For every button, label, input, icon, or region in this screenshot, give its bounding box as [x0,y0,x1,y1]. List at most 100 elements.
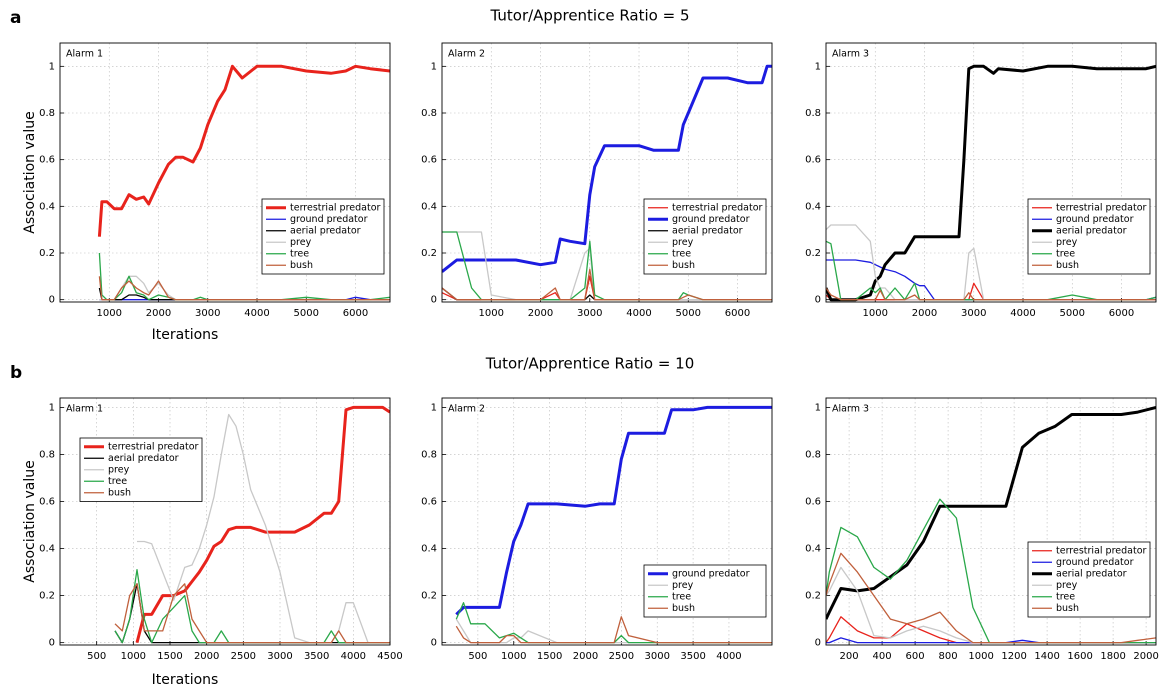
x-tick-label: 1200 [1001,651,1026,662]
y-tick-label: 0.4 [39,201,55,212]
x-tick-label: 4000 [341,651,366,662]
legend-label: bush [1056,260,1079,271]
y-tick-label: 1 [431,61,437,72]
x-tick-label: 3000 [577,308,602,319]
x-tick-label: 2000 [573,651,598,662]
x-tick-label: 4000 [244,308,269,319]
y-tick-label: 0.4 [421,544,437,555]
series-line [135,405,390,643]
x-tick-label: 6000 [1109,308,1134,319]
x-tick-label: 800 [939,651,958,662]
legend-label: prey [1056,237,1078,248]
panel-title: Alarm 3 [832,404,869,415]
legend-label: prey [290,237,312,248]
y-tick-label: 0.6 [39,497,55,508]
legend-box [643,198,767,275]
panel-title: Alarm 3 [832,49,869,60]
x-tick-label: 1500 [537,651,562,662]
legend-label: prey [108,464,130,475]
x-tick-label: 5000 [1060,308,1085,319]
plot-frame [825,42,1157,303]
x-tick-label: 2500 [231,651,256,662]
x-tick-label: 3500 [304,651,329,662]
y-tick-label: 0.2 [805,248,821,259]
x-axis-label: Iterations [152,672,219,688]
y-tick-label: 1 [49,402,55,413]
legend-label: terrestrial predator [108,441,199,452]
legend-label: terrestrial predator [290,202,381,213]
legend-label: terrestrial predator [1056,545,1147,556]
y-tick-label: 0 [49,638,55,649]
y-tick-label: 0 [431,638,437,649]
y-tick-label: 0.6 [421,497,437,508]
legend-label: tree [1056,248,1075,259]
x-tick-label: 2000 [528,308,553,319]
x-tick-label: 2500 [609,651,634,662]
x-tick-label: 4000 [626,308,651,319]
y-tick-label: 0.2 [805,591,821,602]
x-tick-label: 1500 [157,651,182,662]
x-tick-label: 500 [468,651,487,662]
y-tick-label: 0 [431,295,437,306]
y-tick-label: 1 [815,61,821,72]
y-tick-label: 1 [431,402,437,413]
y-tick-label: 0.2 [421,248,437,259]
row-label: b [10,363,22,383]
y-tick-label: 0.2 [421,591,437,602]
plot-frame [59,397,391,646]
x-tick-label: 1000 [121,651,146,662]
x-tick-label: 400 [873,651,892,662]
legend-label: aerial predator [672,225,743,236]
y-tick-label: 0.8 [39,108,55,119]
plot-frame [825,397,1157,646]
x-tick-label: 6000 [343,308,368,319]
series-line [455,405,772,616]
x-axis-label: Iterations [152,327,219,343]
y-tick-label: 0.6 [39,155,55,166]
x-tick-label: 1600 [1067,651,1092,662]
y-axis-label: Association value [22,460,38,582]
y-tick-label: 0.6 [421,155,437,166]
y-tick-label: 0.6 [805,155,821,166]
x-tick-label: 3500 [680,651,705,662]
x-tick-label: 1000 [968,651,993,662]
legend-label: prey [1056,580,1078,591]
y-tick-label: 0.4 [421,201,437,212]
x-tick-label: 2000 [912,308,937,319]
legend-label: aerial predator [108,453,179,464]
y-tick-label: 0.2 [39,248,55,259]
plot-frame [441,397,773,646]
series-line [442,64,772,273]
y-tick-label: 0 [815,638,821,649]
legend-label: tree [672,248,691,259]
series-line [826,552,1156,644]
x-tick-label: 1000 [863,308,888,319]
x-tick-label: 200 [840,651,859,662]
legend-label: bush [672,603,695,614]
legend-label: terrestrial predator [1056,202,1147,213]
x-tick-label: 500 [87,651,106,662]
y-tick-label: 0 [815,295,821,306]
legend-label: terrestrial predator [672,202,763,213]
legend-label: bush [290,260,313,271]
y-tick-label: 0 [49,295,55,306]
legend-label: tree [108,476,127,487]
legend-label: bush [1056,603,1079,614]
y-tick-label: 0.4 [805,544,821,555]
x-tick-label: 1000 [501,651,526,662]
series-line [442,268,772,301]
series-line [97,64,390,237]
y-tick-label: 0.4 [805,201,821,212]
series-line [826,405,1156,620]
legend-label: aerial predator [290,225,361,236]
legend-label: ground predator [290,214,368,225]
legend-label: ground predator [1056,214,1134,225]
x-tick-label: 3000 [644,651,669,662]
x-tick-label: 4000 [1010,308,1035,319]
legend-label: aerial predator [1056,225,1127,236]
legend-box [261,198,385,275]
x-tick-label: 1400 [1034,651,1059,662]
legend-label: prey [672,237,694,248]
x-tick-label: 600 [906,651,925,662]
y-tick-label: 0.4 [39,544,55,555]
